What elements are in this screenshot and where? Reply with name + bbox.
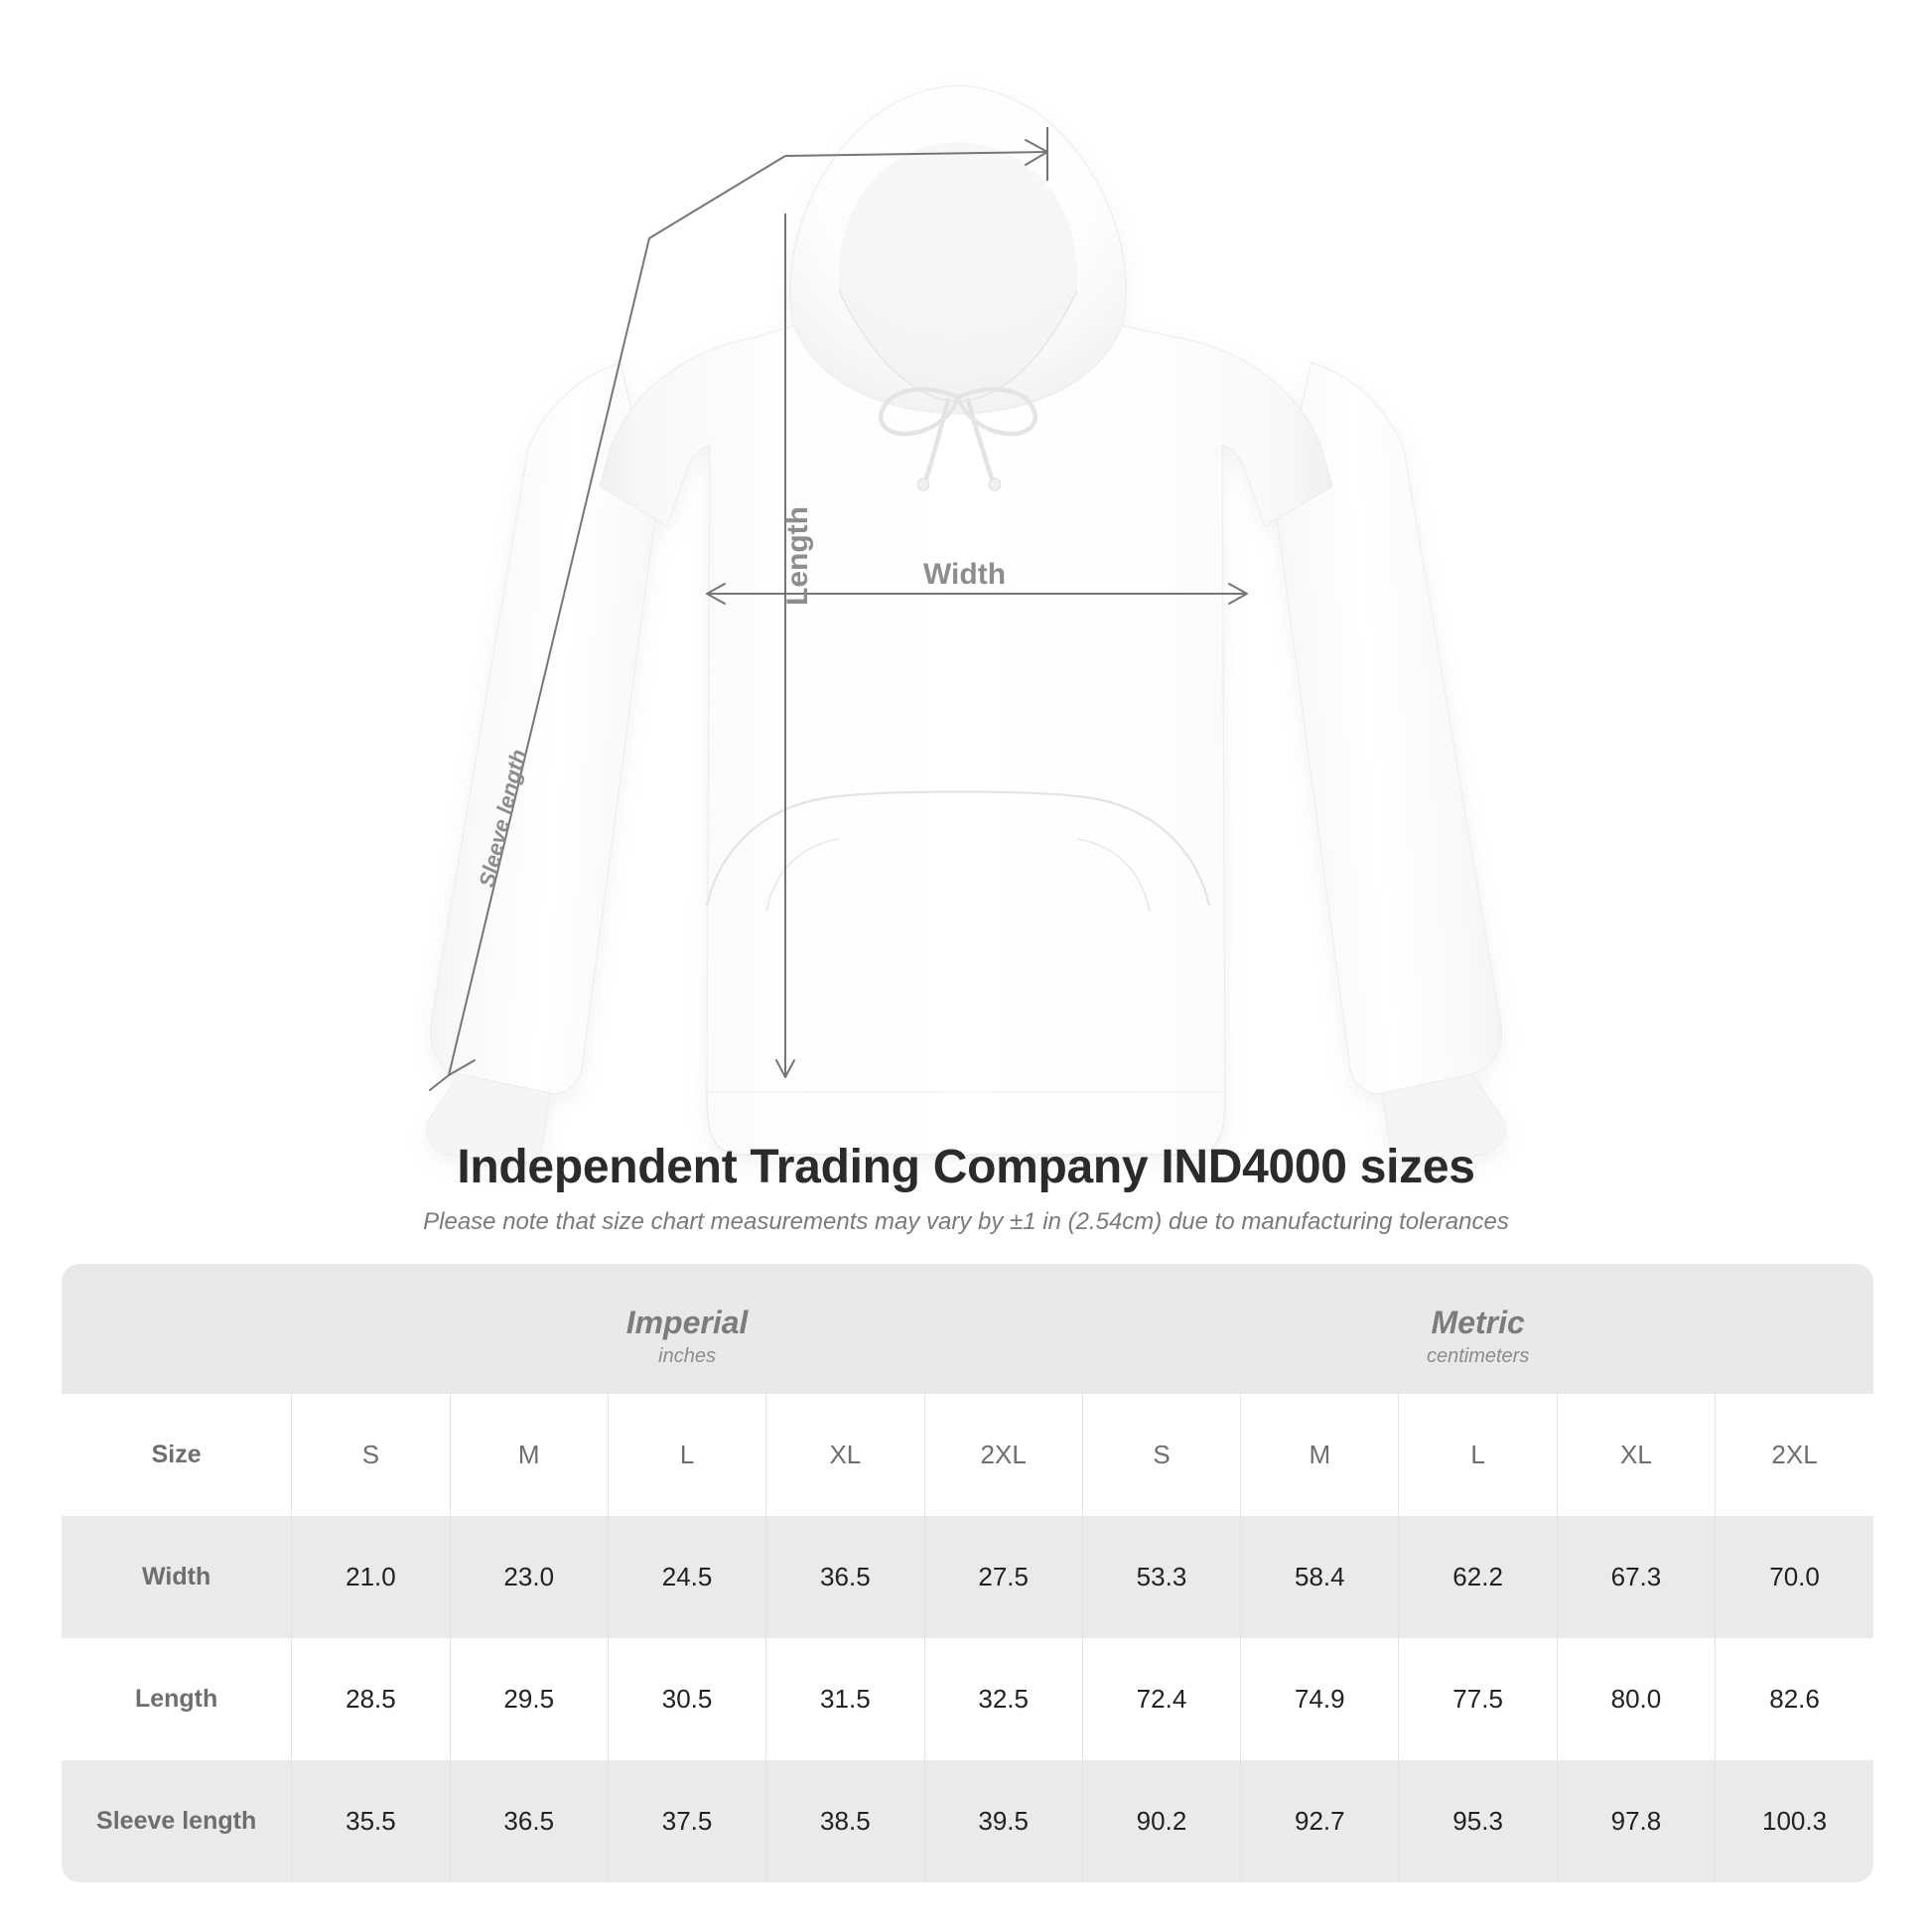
svg-text:Width: Width <box>923 558 1006 591</box>
svg-text:Length: Length <box>781 506 814 606</box>
